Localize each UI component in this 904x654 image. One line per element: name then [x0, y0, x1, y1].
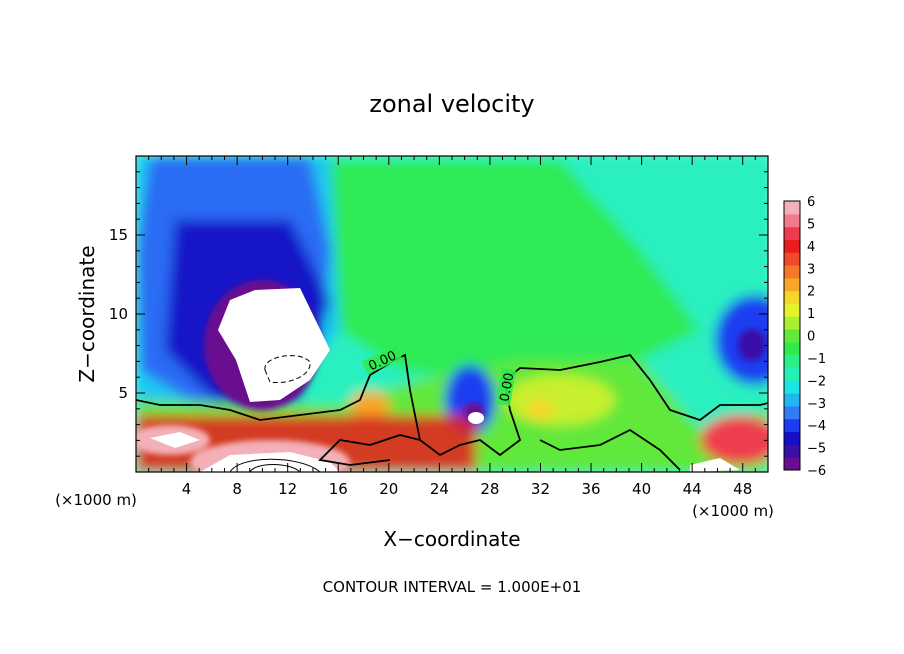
colorbar-swatch — [784, 277, 800, 292]
colorbar-swatch — [784, 226, 800, 240]
zero-contour-right — [539, 428, 681, 471]
y-tick-label: 10 — [109, 305, 128, 323]
contour-interval-footer: CONTOUR INTERVAL = 1.000E+01 — [323, 578, 582, 596]
field-yellow-mid — [505, 375, 615, 425]
field-white-spot-mid — [468, 412, 484, 424]
contour-dashed-negative — [264, 355, 311, 384]
y-axis-ticks: 5 10 15 — [109, 171, 768, 457]
colorbar-label: −4 — [807, 419, 826, 434]
colorbar-swatch — [784, 405, 800, 420]
colorbar-swatch — [784, 418, 800, 433]
colorbar-swatch — [784, 239, 800, 253]
field-orange-2 — [525, 400, 555, 420]
x-tick-label: 12 — [278, 480, 297, 498]
colorbar-label: 1 — [807, 307, 815, 322]
colorbar: 6 5 4 3 2 1 0 −1 −2 −3 −4 −5 −6 — [783, 195, 826, 479]
colorbar-swatch — [784, 380, 800, 394]
colorbar-swatch — [784, 444, 800, 458]
field-red-right — [700, 415, 768, 465]
zero-contour-left — [136, 353, 768, 457]
field-green-center — [330, 160, 700, 380]
colorbar-label: −6 — [807, 464, 826, 479]
colorbar-label: 3 — [807, 262, 815, 277]
heatmap-field: 0.00 0.00 — [136, 156, 768, 472]
field-white-right-core — [690, 458, 740, 472]
field-purple-right — [738, 329, 766, 361]
x-axis-ticks: 4 8 12 16 20 24 28 32 36 40 44 48 — [148, 156, 756, 498]
colorbar-frame — [783, 200, 801, 471]
x-axis-label: X−coordinate — [383, 527, 520, 551]
colorbar-swatch — [784, 265, 800, 279]
x-tick-label: 36 — [581, 480, 600, 498]
colorbar-swatch — [784, 290, 800, 304]
colorbar-swatch — [784, 431, 800, 445]
contour-label-2: 0.00 — [498, 372, 518, 403]
colorbar-label: 6 — [807, 195, 815, 210]
x-tick-label: 24 — [430, 480, 449, 498]
colorbar-swatch — [784, 367, 800, 381]
colorbar-swatch — [784, 393, 800, 407]
colorbar-label: −5 — [807, 442, 826, 457]
x-unit-right: (×1000 m) — [692, 502, 774, 520]
colorbar-swatch — [784, 201, 800, 215]
contour-bottom-2 — [249, 464, 301, 472]
colorbar-swatch — [784, 213, 800, 228]
x-tick-label: 8 — [232, 480, 242, 498]
x-tick-label: 40 — [632, 480, 651, 498]
colorbar-label: 4 — [807, 240, 815, 255]
y-tick-label: 5 — [118, 384, 128, 402]
colorbar-swatch — [784, 457, 800, 471]
field-orange-1 — [350, 391, 390, 419]
colorbar-swatch — [784, 316, 800, 330]
contour-label-bg-1 — [361, 345, 403, 375]
colorbar-swatch — [784, 252, 800, 266]
colorbar-label: −3 — [807, 397, 826, 412]
x-tick-label: 44 — [683, 480, 702, 498]
chart-title: zonal velocity — [369, 90, 534, 118]
colorbar-label: 0 — [807, 330, 815, 345]
colorbar-swatch — [784, 329, 800, 343]
x-tick-label: 28 — [480, 480, 499, 498]
field-white-left-core — [150, 432, 200, 448]
y-tick-label: 15 — [109, 226, 128, 244]
x-tick-label: 48 — [733, 480, 752, 498]
x-tick-label: 4 — [182, 480, 192, 498]
colorbar-swatch — [784, 303, 800, 317]
field-white-max-negative — [218, 288, 330, 402]
x-unit-left: (×1000 m) — [55, 491, 137, 509]
x-tick-label: 20 — [379, 480, 398, 498]
zero-contour-low — [318, 434, 421, 466]
contour-lines — [136, 353, 768, 472]
colorbar-label: −1 — [807, 352, 826, 367]
colorbar-swatch — [784, 354, 800, 369]
y-axis-label: Z−coordinate — [75, 245, 99, 382]
x-tick-label: 16 — [329, 480, 348, 498]
colorbar-label: 2 — [807, 285, 815, 300]
contour-label-bg-2 — [495, 368, 517, 406]
colorbar-label: 5 — [807, 217, 815, 232]
colorbar-label: −2 — [807, 374, 826, 389]
colorbar-swatch — [784, 341, 800, 356]
x-tick-label: 32 — [531, 480, 550, 498]
contour-bottom-1 — [229, 458, 321, 472]
